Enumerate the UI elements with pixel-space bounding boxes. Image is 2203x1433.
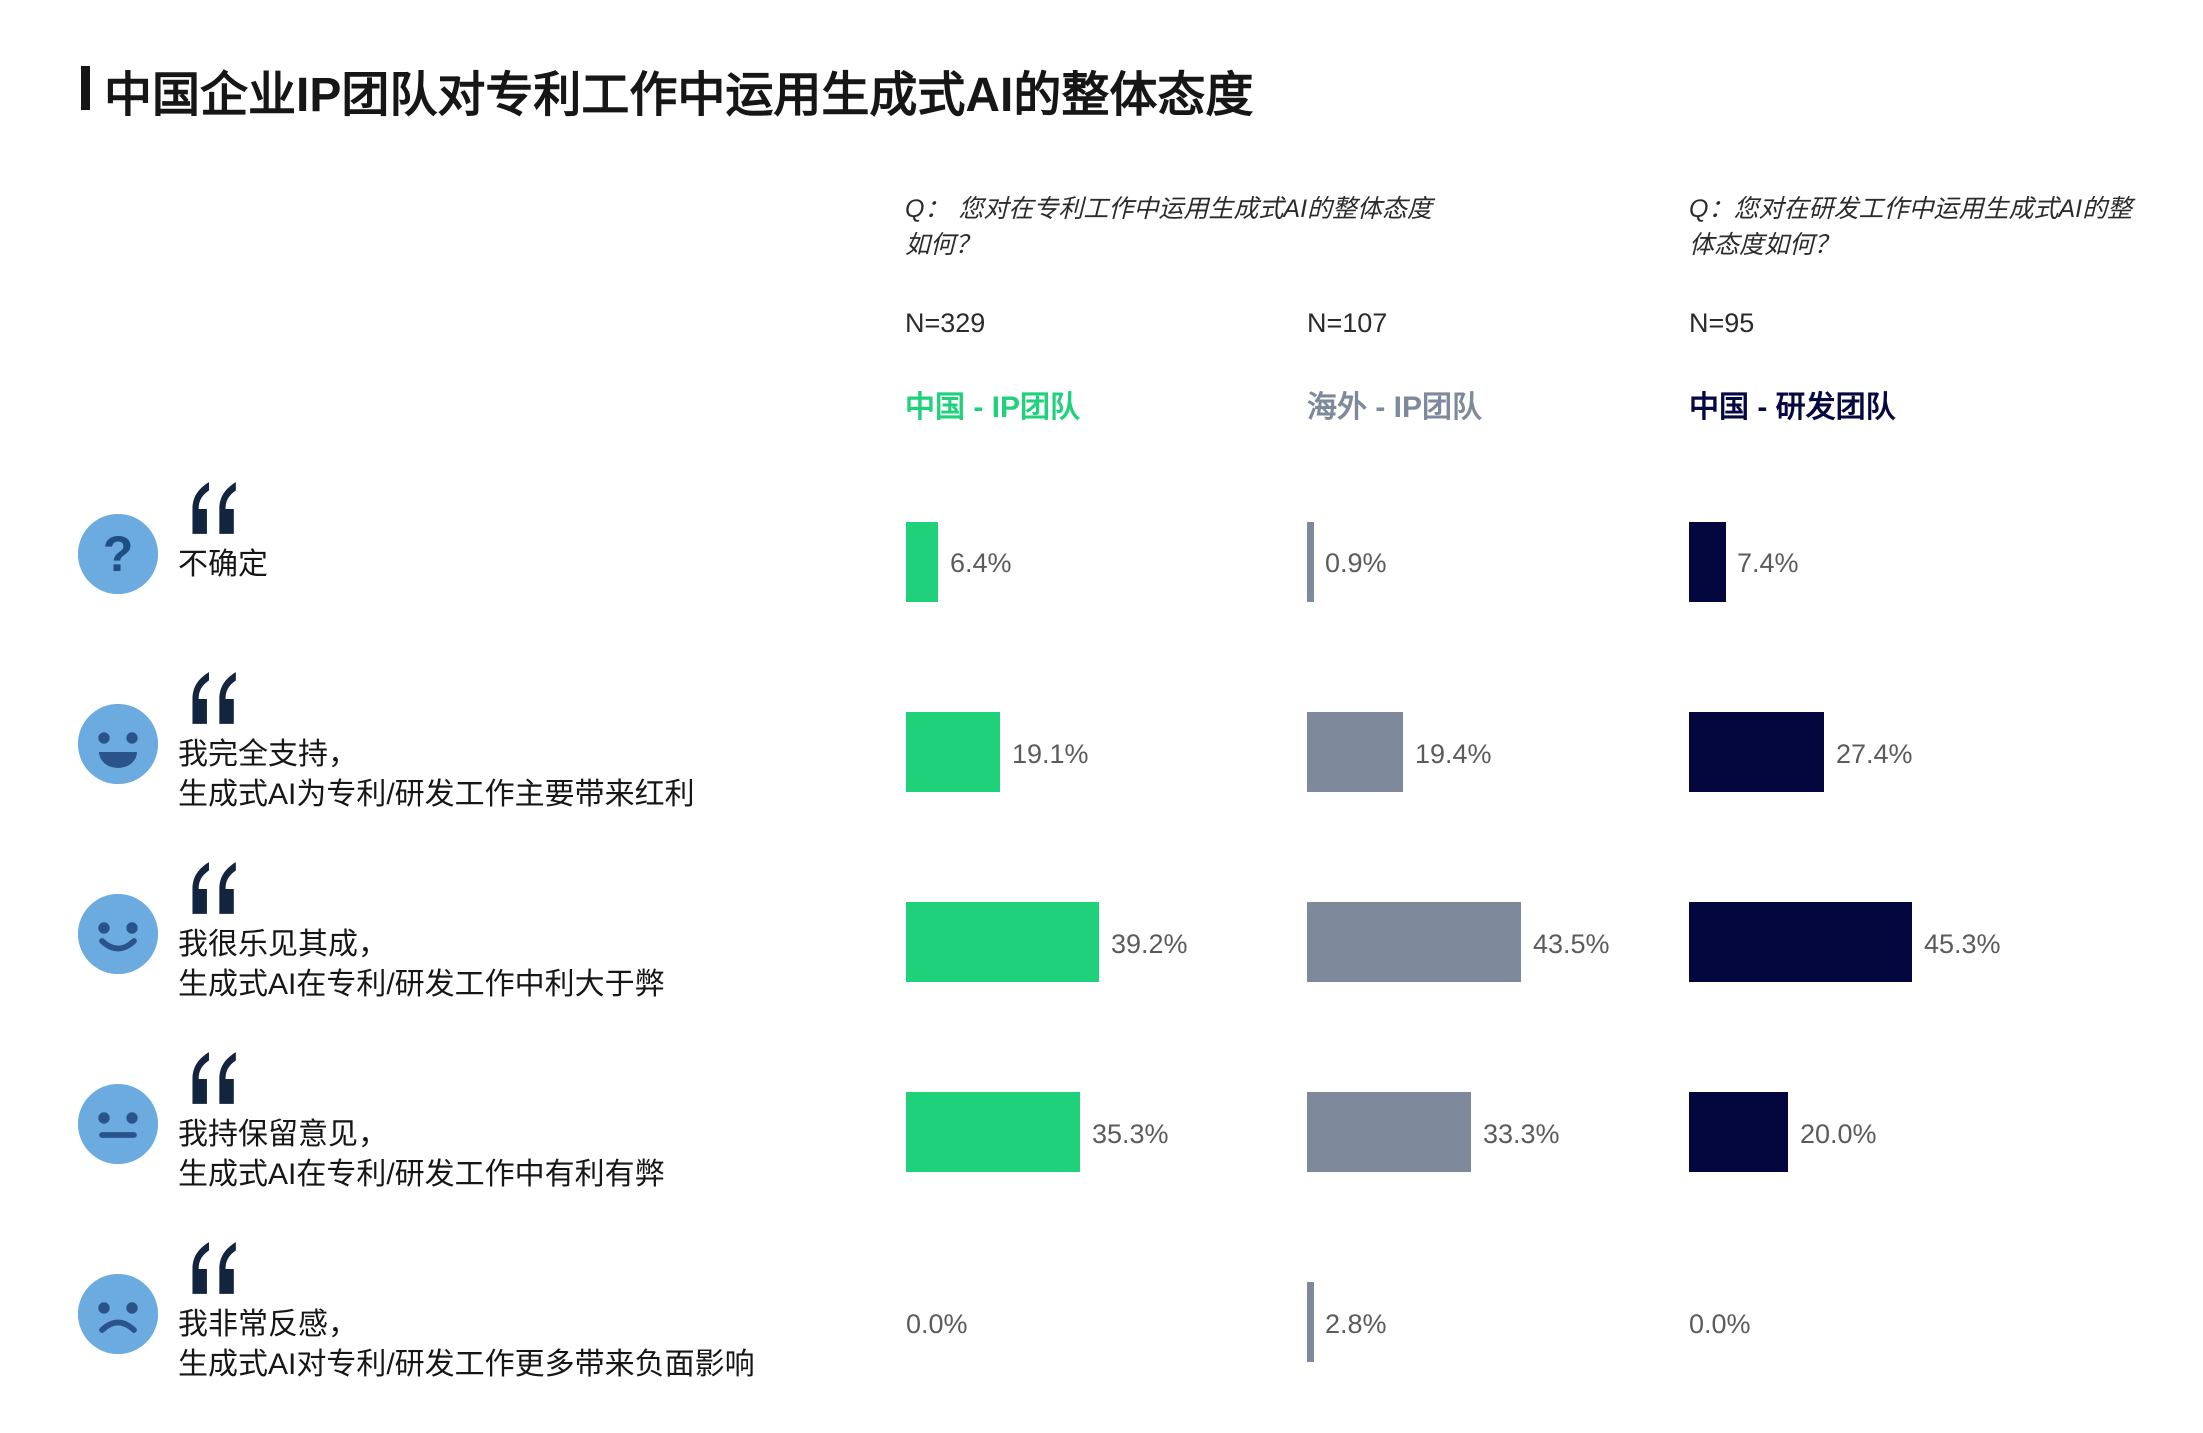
- svg-text:?: ?: [103, 526, 134, 582]
